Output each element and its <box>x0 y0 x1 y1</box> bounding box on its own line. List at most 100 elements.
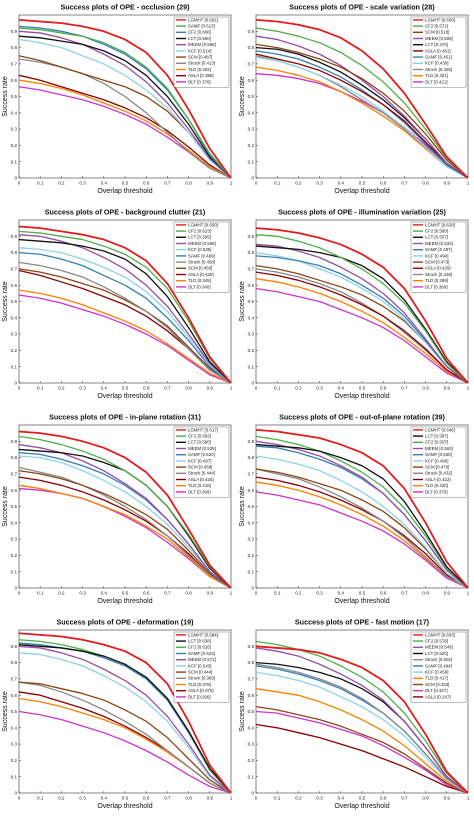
x-tick-label: 0.8 <box>185 386 192 391</box>
y-tick-label: 0.5 <box>248 299 255 304</box>
x-tick-label: 0.1 <box>274 591 281 596</box>
series-line-7 <box>18 681 232 794</box>
x-tick-label: 0.5 <box>359 591 366 596</box>
legend-entry: LGMHT [0.650] <box>188 222 218 227</box>
y-tick-label: 0.4 <box>248 520 255 525</box>
chart-panel-fast-motion: Success plots of OPE - fast motion (17) 0… <box>237 615 474 820</box>
legend-entry: DLT [0.376] <box>425 489 448 494</box>
x-tick-label: 0.8 <box>422 181 429 186</box>
x-tick-label: 0.2 <box>58 591 65 596</box>
x-tick-label: 0.1 <box>37 181 44 186</box>
y-tick-label: 0.1 <box>11 569 18 574</box>
legend-entry: TLD [0.416] <box>188 483 211 488</box>
series-line-11 <box>255 73 469 179</box>
x-tick-label: 0 <box>18 386 21 391</box>
x-tick-label: 0 <box>18 591 21 596</box>
legend-entry: LCT [0.587] <box>425 434 448 439</box>
x-tick-label: 0 <box>18 181 21 186</box>
y-tick-label: 0.1 <box>11 159 18 164</box>
x-tick-label: 0.8 <box>185 796 192 801</box>
y-tick-label: 0.9 <box>11 234 18 239</box>
legend-entry: KCF [0.514] <box>188 48 211 53</box>
chart-title: Success plots of OPE - in-plane rotation… <box>49 413 201 422</box>
y-tick-label: 0.1 <box>248 569 255 574</box>
series-line-3 <box>255 245 469 384</box>
series-line-4 <box>255 35 469 179</box>
legend-entry: MEEM [0.571] <box>188 657 216 662</box>
y-tick-label: 0.3 <box>248 742 255 747</box>
legend-entry: Struck [0.428] <box>425 272 452 277</box>
x-tick-label: 0.7 <box>164 386 171 391</box>
x-tick-label: 0.4 <box>338 386 345 391</box>
series-line-8 <box>255 688 469 794</box>
legend-entry: SCM [0.518] <box>425 30 449 35</box>
y-tick-label: 0.1 <box>248 159 255 164</box>
y-tick-label: 0.9 <box>11 439 18 444</box>
series-line-1 <box>255 227 469 384</box>
legend-entry: LCT [0.595] <box>188 235 211 240</box>
y-tick-label: 0.6 <box>11 488 18 493</box>
legend-entry: TLD [0.402] <box>188 67 211 72</box>
y-tick-label: 0.3 <box>248 127 255 132</box>
legend-entry: KCF [0.497] <box>188 458 211 463</box>
series-line-1 <box>255 18 469 179</box>
y-tick-label: 0 <box>251 586 254 591</box>
y-tick-label: 0.8 <box>11 660 18 665</box>
series-line-2 <box>18 435 232 589</box>
chart-panel-in-plane-rotation: Success plots of OPE - in-plane rotation… <box>0 410 237 615</box>
y-tick-label: 0.2 <box>11 553 18 558</box>
y-tick-label: 0.9 <box>248 644 255 649</box>
series-line-2 <box>255 27 469 179</box>
x-tick-label: 0.4 <box>338 591 345 596</box>
series-line-8 <box>18 268 232 384</box>
y-tick-label: 0.8 <box>11 455 18 460</box>
chart-title: Success plots of OPE - scale variation (… <box>289 3 435 12</box>
x-tick-label: 0.2 <box>295 181 302 186</box>
x-tick-label: 0.6 <box>143 796 150 801</box>
series-line-2 <box>255 234 469 384</box>
legend-entry: Struck [0.444] <box>188 471 215 476</box>
legend-entry: ASLA [0.461] <box>425 48 451 53</box>
x-tick-label: 1 <box>230 181 233 186</box>
x-axis-label: Overlap threshold <box>334 188 389 195</box>
x-tick-label: 0.3 <box>79 796 86 801</box>
y-tick-label: 0 <box>251 791 254 796</box>
x-tick-label: 0.6 <box>143 591 150 596</box>
legend-entry: SAMF [0.520] <box>188 452 215 457</box>
x-tick-label: 0.5 <box>359 796 366 801</box>
series-line-8 <box>255 468 469 589</box>
x-tick-label: 0.9 <box>207 181 214 186</box>
legend-entry: LCT [0.560] <box>188 440 211 445</box>
series-line-1 <box>18 430 232 589</box>
series-line-5 <box>18 645 232 794</box>
x-tick-label: 0.6 <box>380 591 387 596</box>
legend-entry: CF2 [0.560] <box>425 229 448 234</box>
series-line-2 <box>255 443 469 589</box>
x-tick-label: 0.6 <box>143 386 150 391</box>
y-tick-label: 0.6 <box>11 693 18 698</box>
legend-entry: CF2 [0.623] <box>188 229 211 234</box>
y-tick-label: 0.2 <box>248 348 255 353</box>
series-line-6 <box>18 455 232 589</box>
y-tick-label: 0.5 <box>11 299 18 304</box>
y-tick-label: 0.7 <box>248 267 255 272</box>
legend-entry: LCT [0.560] <box>188 36 211 41</box>
y-tick-label: 0.5 <box>11 709 18 714</box>
series-line-11 <box>18 294 232 384</box>
series-line-7 <box>255 671 469 794</box>
legend-entry: LCT [0.557] <box>425 235 448 240</box>
legend-entry: DLT [0.421] <box>425 79 448 84</box>
legend-entry: SCM [0.444] <box>188 670 212 675</box>
y-axis-label: Success rate <box>2 486 9 527</box>
x-tick-label: 0.5 <box>122 591 129 596</box>
y-tick-label: 0.9 <box>248 234 255 239</box>
x-tick-label: 0.3 <box>316 591 323 596</box>
legend-entry: TLD [0.421] <box>425 73 448 78</box>
series-line-7 <box>18 469 232 589</box>
series-line-8 <box>255 56 469 179</box>
y-tick-label: 0.7 <box>11 677 18 682</box>
legend-entry: LGMHT [0.628] <box>425 222 455 227</box>
x-tick-label: 0.6 <box>143 181 150 186</box>
x-tick-label: 0.1 <box>274 181 281 186</box>
